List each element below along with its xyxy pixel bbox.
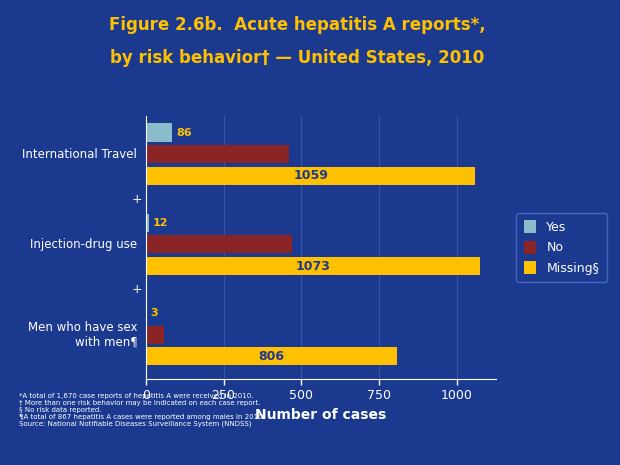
Text: *A total of 1,670 case reports of hepatitis A were received in 2010.
† More than: *A total of 1,670 case reports of hepati… [19, 393, 265, 427]
Bar [146, 347, 397, 365]
Text: 86: 86 [176, 127, 192, 138]
Text: 1059: 1059 [293, 169, 328, 182]
Text: Figure 2.6b.  Acute hepatitis A reports*,: Figure 2.6b. Acute hepatitis A reports*, [109, 16, 486, 34]
Text: 806: 806 [258, 350, 284, 363]
Text: 1073: 1073 [295, 259, 330, 272]
Text: 12: 12 [153, 218, 169, 228]
Bar [146, 235, 292, 253]
Legend: Yes, No, Missing§: Yes, No, Missing§ [516, 213, 606, 282]
Bar [146, 304, 147, 322]
Bar [146, 257, 480, 275]
Text: +: + [131, 283, 142, 296]
Bar [146, 214, 149, 232]
Bar [146, 167, 476, 185]
X-axis label: Number of cases: Number of cases [255, 408, 386, 422]
Bar [146, 326, 164, 344]
Bar [146, 124, 172, 141]
Text: +: + [131, 193, 142, 206]
Bar [146, 145, 289, 163]
Text: 3: 3 [151, 308, 158, 318]
Text: by risk behavior† — United States, 2010: by risk behavior† — United States, 2010 [110, 49, 485, 67]
